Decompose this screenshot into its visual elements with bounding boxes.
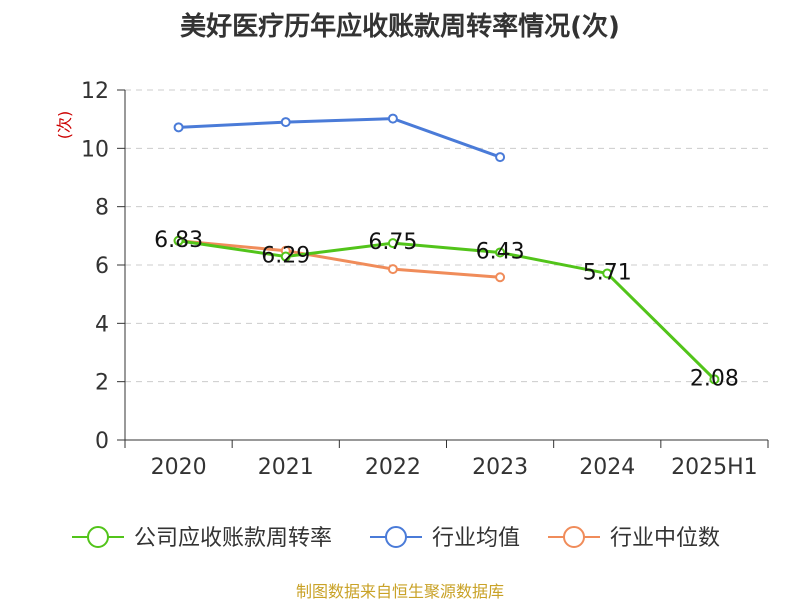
legend-label: 公司应收账款周转率 [134,526,332,551]
y-tick-label: 0 [95,429,109,454]
axes [117,89,769,448]
legend-marker [87,526,109,548]
data-point [280,117,291,128]
x-axis-ticks: 2020 2021 2022 2023 2024 2025H1 [151,455,758,480]
x-tick-label: 2024 [579,455,635,480]
data-label: 2.08 [690,366,739,391]
y-axis-unit-label: (次) [55,111,74,140]
legend-marker [563,526,585,548]
series-points [173,113,720,385]
y-tick-label: 10 [81,137,109,162]
x-tick-label: 2020 [151,455,207,480]
y-tick-label: 6 [95,254,109,279]
data-point [602,268,613,279]
data-label: 6.75 [368,230,417,255]
y-tick-label: 8 [95,196,109,221]
source-note: 制图数据来自恒生聚源数据库 [295,582,504,601]
data-point [280,251,291,262]
series-lines [178,117,716,381]
y-axis-ticks: 0 2 4 6 8 10 12 [81,79,109,454]
data-point [495,272,506,283]
x-tick-label: 2021 [258,455,314,480]
data-point [387,113,398,124]
legend-label: 行业均值 [432,526,520,551]
data-point [173,122,184,133]
chart-title: 美好医疗历年应收账款周转率情况(次) [180,12,620,42]
legend-label: 行业中位数 [610,526,720,551]
data-label: 6.43 [476,239,525,264]
x-tick-label: 2022 [365,455,421,480]
y-tick-label: 2 [95,371,109,396]
data-labels: 6.83 6.29 6.75 6.43 5.71 2.08 [154,228,739,392]
data-point [173,235,184,246]
x-tick-label: 2025H1 [671,455,758,480]
data-label: 6.29 [261,244,310,269]
y-tick-label: 12 [81,79,109,104]
series-line [178,117,501,159]
data-point [495,152,506,163]
data-label: 6.83 [154,228,203,253]
x-tick-label: 2023 [472,455,528,480]
series-line [178,239,716,381]
y-tick-label: 4 [95,312,109,337]
data-point [709,374,720,385]
data-point [495,247,506,258]
series-line [178,239,501,279]
data-point [387,238,398,249]
grid-lines [125,89,768,383]
data-point [387,264,398,275]
legend: 公司应收账款周转率 行业均值 行业中位数 [72,526,720,551]
data-label: 5.71 [583,260,632,285]
legend-marker [385,526,407,548]
